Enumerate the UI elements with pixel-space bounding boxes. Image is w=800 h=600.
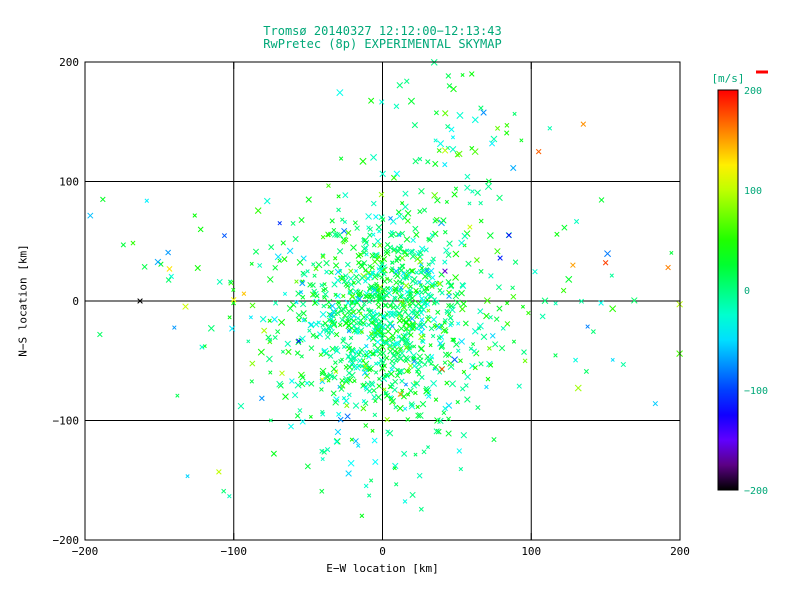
svg-text:200: 200 [744,86,762,97]
chart-subtitle: RwPretec (8p) EXPERIMENTAL SKYMAP [263,37,502,51]
colorbar [718,90,738,490]
svg-text:−100: −100 [53,415,80,428]
svg-text:0: 0 [744,286,750,297]
svg-text:200: 200 [670,545,690,558]
colorbar-units-label: [m/s] [711,72,745,85]
svg-text:100: 100 [59,176,79,189]
svg-text:200: 200 [59,56,79,69]
colorbar-tick-labels: 200 100 0 −100 −200 [744,86,768,497]
svg-text:100: 100 [521,545,541,558]
x-axis-label: E−W location [km] [326,562,439,575]
chart-title: Tromsø 20140327 12:12:00−12:13:43 [263,24,502,38]
data-points [87,58,683,519]
axis-ticks [84,61,681,541]
svg-text:0: 0 [379,545,386,558]
svg-text:−200: −200 [744,486,768,497]
svg-text:−200: −200 [53,534,80,547]
svg-text:100: 100 [744,186,762,197]
colorbar-border [717,89,739,491]
svg-text:−100: −100 [744,386,768,397]
svg-text:−100: −100 [221,545,248,558]
axis-tick-labels: −200 −100 0 100 200 −200 −100 0 100 200 [53,56,690,558]
svg-text:−200: −200 [72,545,99,558]
svg-text:0: 0 [72,295,79,308]
